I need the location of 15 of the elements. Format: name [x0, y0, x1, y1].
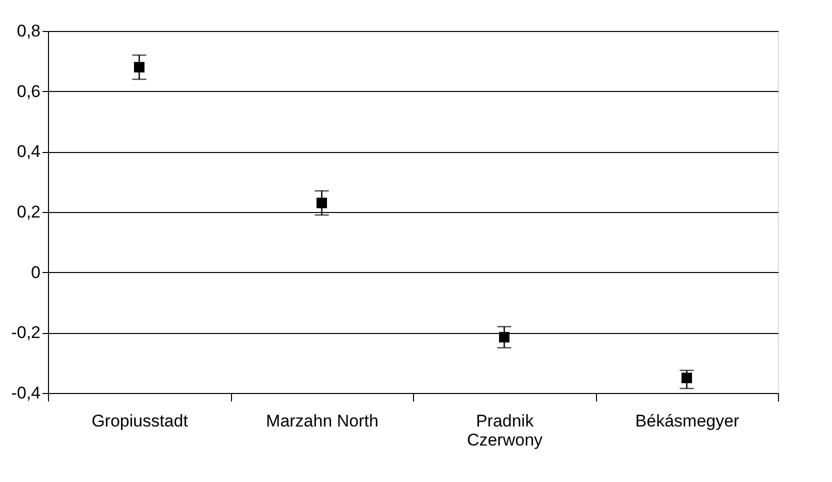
- y-tick-label: 0,2: [16, 202, 40, 222]
- y-tick-label: 0,4: [16, 142, 40, 162]
- y-tick-label: 0,6: [16, 82, 40, 101]
- point: [682, 372, 692, 384]
- y-tick-label: -0,2: [11, 323, 40, 342]
- point: [134, 62, 144, 72]
- point: [499, 332, 510, 342]
- point: [316, 198, 327, 208]
- x-tick-label: Gropiusstadt: [92, 412, 188, 430]
- x-tick-label: Békásmegyer: [635, 412, 740, 430]
- x-tick-label: Pradnik Czerwony: [466, 412, 544, 450]
- x-tick-label: Marzahn North: [266, 412, 378, 430]
- y-tick-label: 0,8: [16, 22, 40, 40]
- y-tick-label: -0,4: [11, 384, 40, 402]
- y-tick-label: 0: [31, 262, 40, 282]
